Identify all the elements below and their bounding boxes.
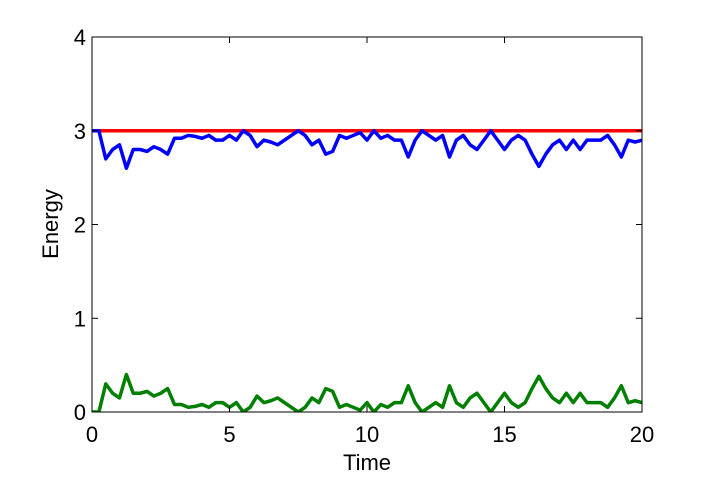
x-axis-label: Time xyxy=(343,450,391,475)
x-tick-label: 15 xyxy=(492,422,516,447)
y-tick-label: 3 xyxy=(74,119,86,144)
data-line xyxy=(92,129,642,170)
y-axis-label: Energy xyxy=(38,189,63,259)
y-tick-label: 4 xyxy=(74,25,86,50)
data-line xyxy=(92,372,642,412)
x-tick-label: 20 xyxy=(630,422,654,447)
y-tick-label: 0 xyxy=(74,400,86,425)
y-tick-label: 2 xyxy=(74,213,86,238)
x-tick-label: 10 xyxy=(355,422,379,447)
y-tick-label: 1 xyxy=(74,306,86,331)
x-tick-label: 5 xyxy=(223,422,235,447)
x-tick-label: 0 xyxy=(86,422,98,447)
